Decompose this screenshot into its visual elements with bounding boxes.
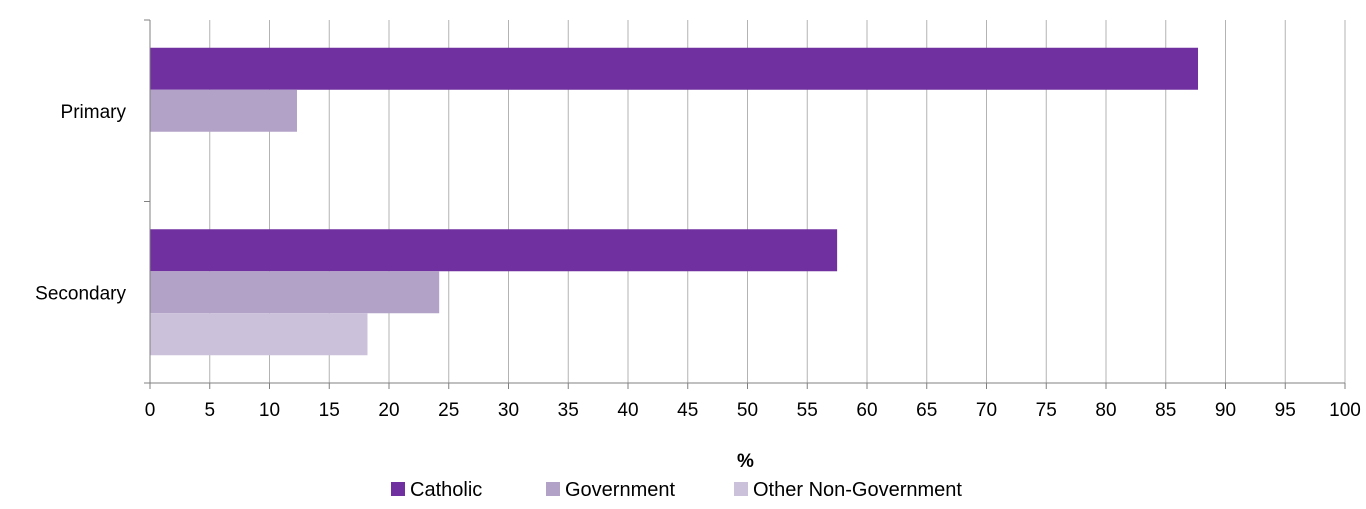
x-tick-label: 100 — [1329, 400, 1361, 421]
x-tick-label: 40 — [617, 400, 638, 421]
bar-secondary-other-non-government — [150, 313, 368, 356]
x-tick-label: 25 — [438, 400, 459, 421]
x-tick-label: 30 — [498, 400, 519, 421]
x-tick-label: 15 — [319, 400, 340, 421]
x-tick-label: 65 — [916, 400, 937, 421]
x-tick-label: 55 — [797, 400, 818, 421]
axes — [144, 19, 1346, 389]
legend-label: Catholic — [410, 479, 482, 501]
x-tick-label: 5 — [204, 400, 215, 421]
bar-secondary-government — [150, 271, 440, 314]
legend-swatch — [391, 482, 405, 496]
x-tick-label: 80 — [1095, 400, 1116, 421]
legend-swatch — [734, 482, 748, 496]
x-tick-label: 20 — [378, 400, 399, 421]
x-axis-title: % — [737, 451, 754, 472]
legend: Catholic Government Other Non-Government — [391, 479, 962, 501]
category-labels: Primary Secondary — [35, 102, 126, 305]
legend-swatch — [546, 482, 560, 496]
bars — [150, 47, 1199, 356]
bar-primary-government — [150, 89, 297, 132]
x-tick-label: 60 — [856, 400, 877, 421]
x-tick-label: 95 — [1275, 400, 1296, 421]
legend-label: Other Non-Government — [753, 479, 962, 501]
x-tick-label: 0 — [145, 400, 156, 421]
x-tick-label: 75 — [1036, 400, 1057, 421]
x-tick-label: 50 — [737, 400, 758, 421]
category-label: Secondary — [35, 283, 126, 304]
x-tick-label: 90 — [1215, 400, 1236, 421]
category-label: Primary — [61, 102, 127, 123]
x-tick-label: 70 — [976, 400, 997, 421]
x-tick-labels: 0 5 10 15 20 25 30 35 40 45 50 55 60 65 70 75 80 85 90 95 10… — [145, 400, 1361, 421]
x-tick-label: 10 — [259, 400, 280, 421]
bar-primary-catholic — [150, 47, 1199, 90]
legend-label: Government — [565, 479, 675, 501]
bar-secondary-catholic — [150, 229, 838, 272]
x-tick-label: 45 — [677, 400, 698, 421]
x-tick-label: 35 — [558, 400, 579, 421]
x-tick-label: 85 — [1155, 400, 1176, 421]
